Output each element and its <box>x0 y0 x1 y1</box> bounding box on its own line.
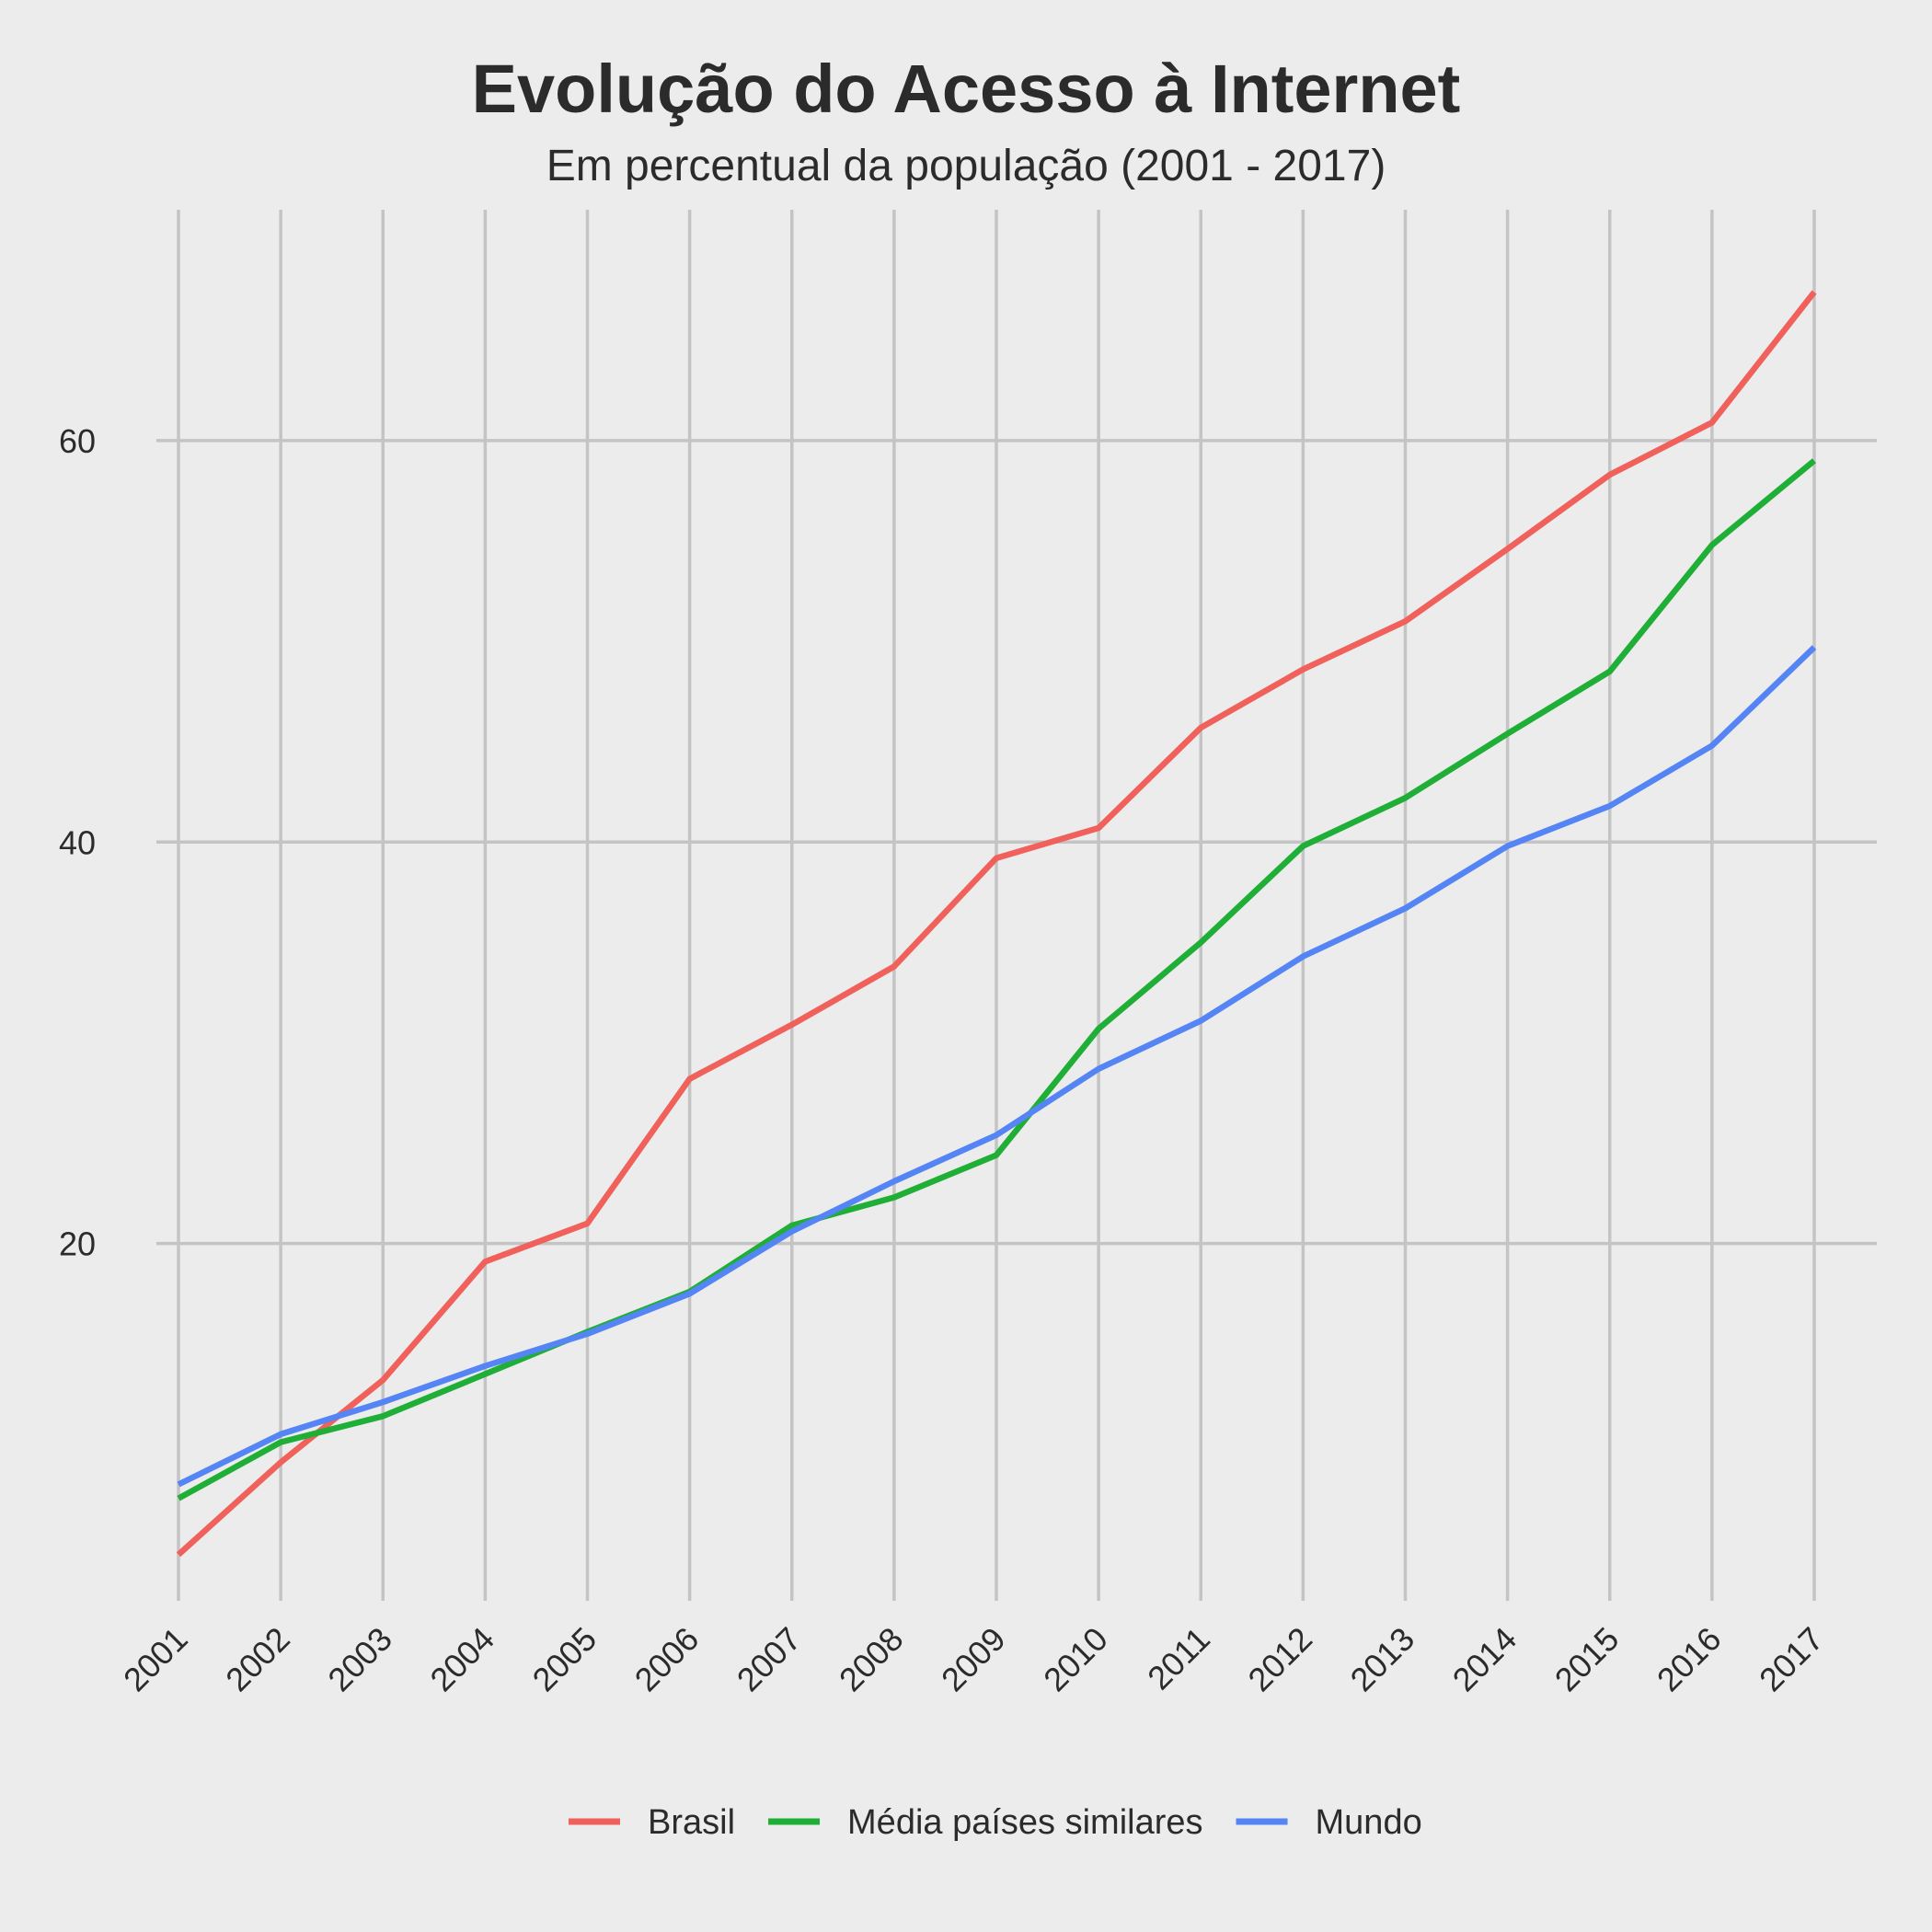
series-line-mundo <box>177 645 1817 1488</box>
series-line-brasil <box>176 290 1817 1558</box>
series-line-media-paises-similares <box>177 458 1817 1501</box>
legend-label-mundo: Mundo <box>1316 1803 1422 1842</box>
y-tick-label: 60 <box>59 422 96 460</box>
y-tick-label: 20 <box>59 1225 96 1263</box>
legend-label-brasil: Brasil <box>648 1803 735 1842</box>
chart-title: Evolução do Acesso à Internet <box>472 51 1461 127</box>
legend: Brasil Média países similares Mundo <box>569 1803 1422 1842</box>
grid <box>156 210 1877 1601</box>
legend-label-media-paises-similares: Média países similares <box>847 1803 1202 1842</box>
chart-subtitle: Em percentual da população (2001 - 2017) <box>546 142 1386 190</box>
series-lines <box>176 290 1817 1558</box>
y-tick-label: 40 <box>59 823 96 861</box>
